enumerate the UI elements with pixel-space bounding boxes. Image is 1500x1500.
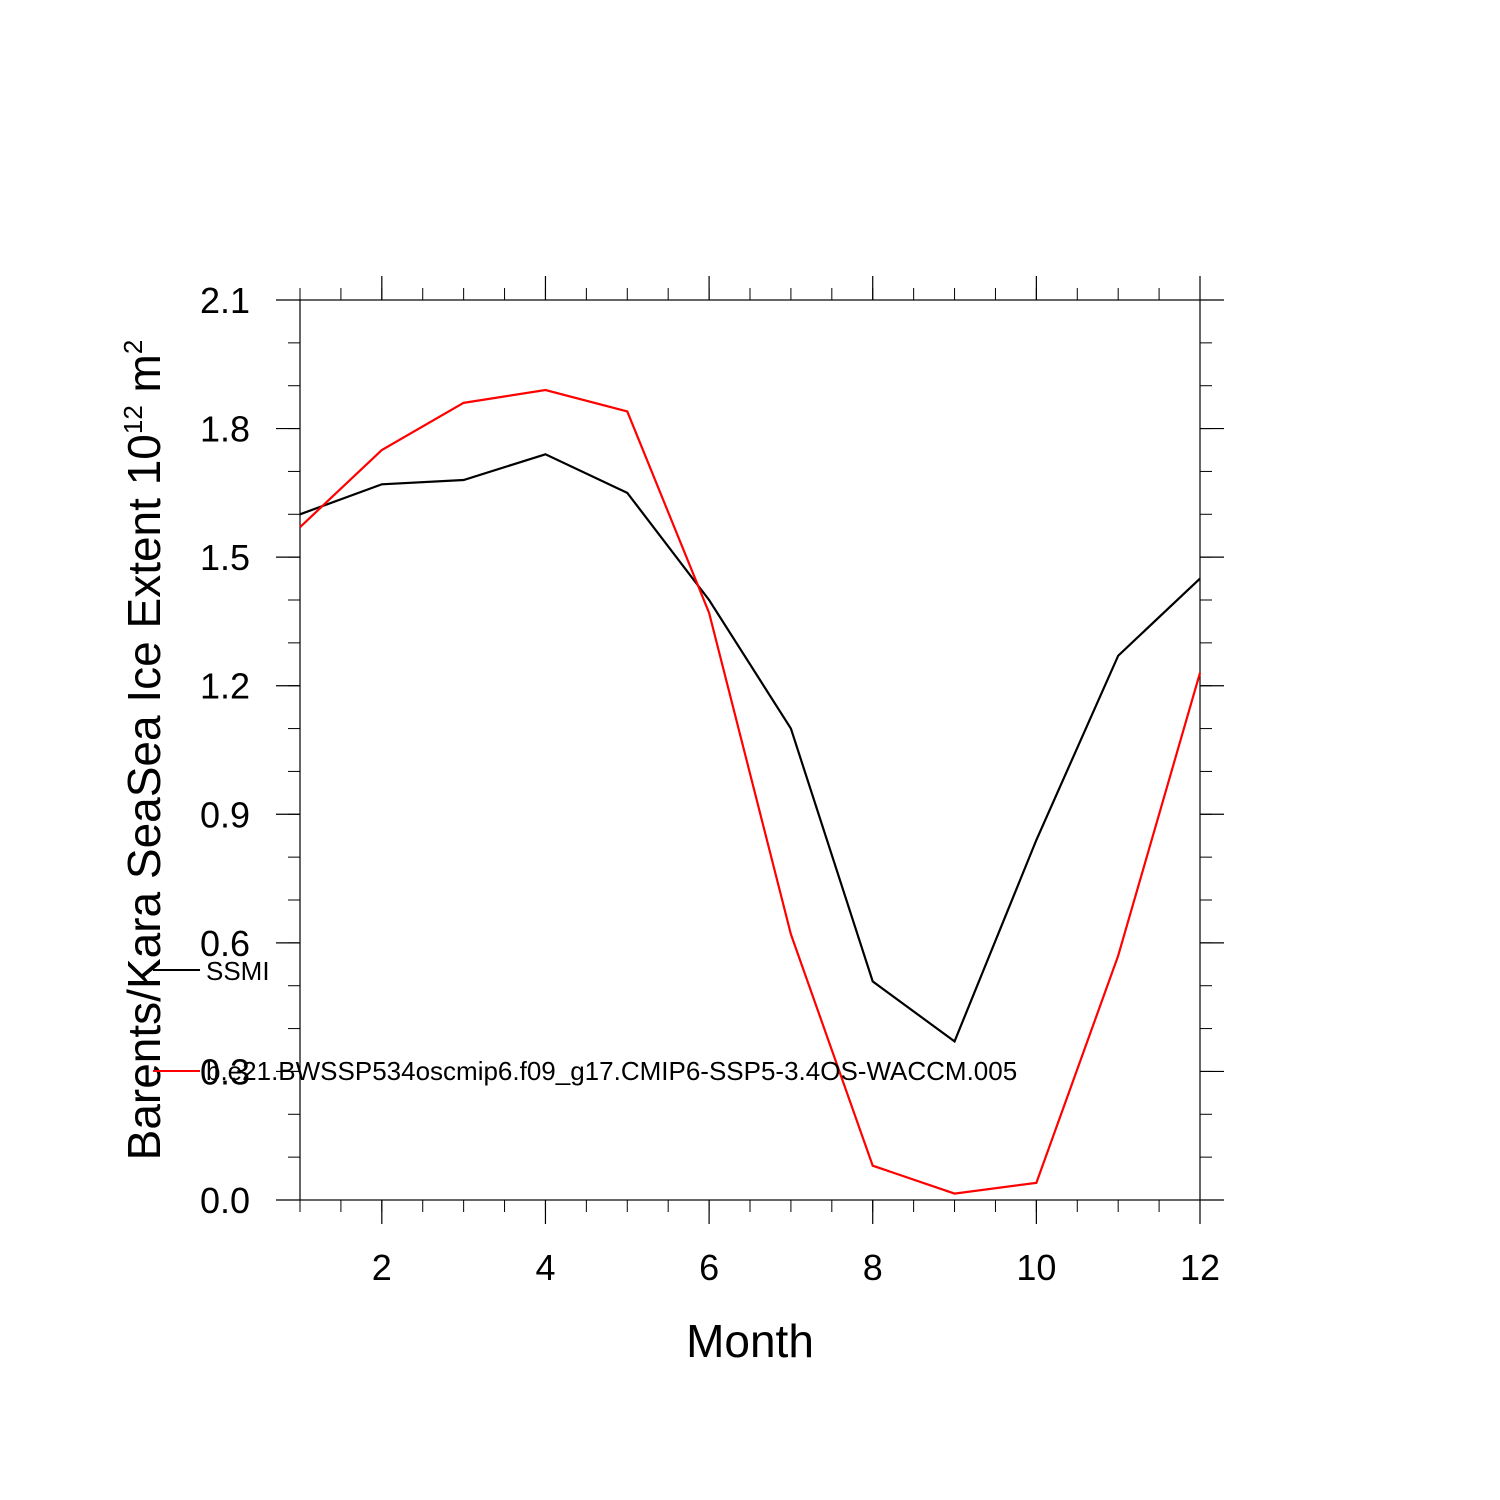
- y-axis-title: Barents/Kara SeaSea Ice Extent 1012 m2: [118, 340, 170, 1161]
- y-tick-label: 0.3: [200, 1051, 250, 1092]
- series-line-ssmi: [299, 453, 1201, 1044]
- y-tick-label: 1.5: [200, 537, 250, 578]
- y-tick-label: 1.2: [200, 666, 250, 707]
- legend: SSMI b.e21.BWSSP534oscmip6.f09_g17.CMIP6…: [153, 956, 1017, 1086]
- y-tick-label: 2.1: [200, 280, 250, 321]
- y-tick-label: 0.0: [200, 1180, 250, 1221]
- x-tick-label: 12: [1180, 1247, 1220, 1288]
- y-tick-label: 1.8: [200, 409, 250, 450]
- x-tick-label: 2: [372, 1247, 392, 1288]
- tick-labels: 2 4 6 8 10 12 0.0 0.3 0.6 0.9 1.2 1.5 1.8 2.1: [200, 280, 1220, 1288]
- legend-label-ssmi: SSMI: [206, 956, 270, 986]
- x-tick-label: 10: [1016, 1247, 1056, 1288]
- legend-label-waccm: b.e21.BWSSP534oscmip6.f09_g17.CMIP6-SSP5…: [206, 1056, 1017, 1086]
- x-axis-title: Month: [686, 1315, 814, 1367]
- y-tick-label: 0.6: [200, 923, 250, 964]
- y-axis-title-unit: m: [118, 354, 170, 392]
- y-axis-title-main: Barents/Kara SeaSea Ice Extent 10: [118, 434, 170, 1160]
- y-tick-label: 0.9: [200, 794, 250, 835]
- series-line-waccm: [299, 388, 1202, 1195]
- series-layer: [299, 388, 1202, 1195]
- y-axis-title-exponent: 12: [118, 405, 148, 434]
- x-tick-label: 4: [535, 1247, 555, 1288]
- major-ticks: [276, 276, 1224, 1224]
- y-axis-title-unit-exponent: 2: [118, 340, 148, 354]
- x-tick-label: 8: [863, 1247, 883, 1288]
- x-tick-label: 6: [699, 1247, 719, 1288]
